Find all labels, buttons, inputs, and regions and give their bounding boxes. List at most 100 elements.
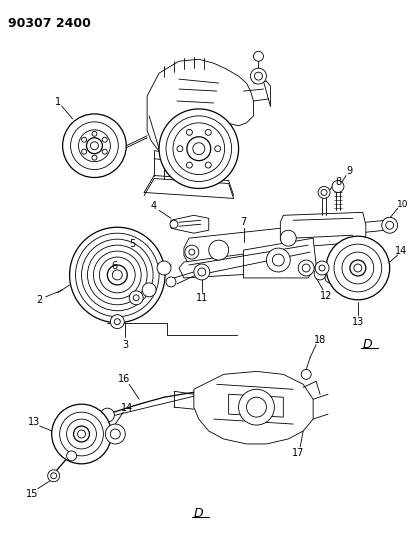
Circle shape (112, 270, 122, 280)
Circle shape (205, 162, 211, 168)
Circle shape (100, 408, 114, 422)
Circle shape (186, 130, 192, 135)
Circle shape (354, 264, 362, 272)
Circle shape (102, 138, 107, 142)
Circle shape (315, 261, 329, 275)
Polygon shape (171, 215, 209, 233)
Circle shape (52, 404, 111, 464)
Circle shape (92, 155, 97, 160)
Circle shape (251, 68, 266, 84)
Text: 14: 14 (395, 246, 407, 256)
Text: 17: 17 (292, 448, 304, 458)
Circle shape (87, 245, 147, 305)
Circle shape (321, 189, 327, 196)
Circle shape (60, 412, 103, 456)
Circle shape (273, 254, 284, 266)
Circle shape (75, 233, 159, 317)
Circle shape (92, 131, 97, 136)
Text: 10: 10 (397, 200, 408, 209)
Circle shape (193, 143, 205, 155)
Text: 14: 14 (121, 403, 133, 413)
Text: D: D (363, 338, 373, 351)
Text: 90307 2400: 90307 2400 (8, 18, 91, 30)
Circle shape (326, 236, 390, 300)
Text: 6: 6 (111, 261, 118, 271)
Circle shape (325, 273, 335, 283)
Circle shape (266, 248, 290, 272)
Circle shape (185, 245, 199, 259)
Text: 11: 11 (196, 293, 208, 303)
Circle shape (48, 470, 60, 482)
Circle shape (314, 268, 326, 280)
Text: D: D (194, 507, 204, 520)
Circle shape (350, 260, 366, 276)
Circle shape (133, 295, 139, 301)
Circle shape (173, 123, 225, 174)
Circle shape (319, 265, 325, 271)
Circle shape (67, 419, 96, 449)
Text: 8: 8 (335, 176, 341, 187)
Circle shape (189, 249, 195, 255)
Circle shape (187, 137, 211, 160)
Circle shape (166, 116, 232, 182)
Circle shape (91, 142, 98, 150)
Text: 15: 15 (26, 489, 38, 499)
Circle shape (73, 426, 89, 442)
Circle shape (71, 122, 118, 169)
Circle shape (105, 424, 125, 444)
Circle shape (70, 227, 165, 322)
Circle shape (170, 220, 178, 228)
Circle shape (209, 240, 228, 260)
Circle shape (318, 187, 330, 198)
Circle shape (298, 260, 314, 276)
Polygon shape (228, 394, 283, 417)
Text: 13: 13 (352, 317, 364, 327)
Circle shape (67, 451, 77, 461)
Circle shape (82, 239, 153, 311)
Text: 9: 9 (347, 166, 353, 175)
Polygon shape (179, 248, 293, 278)
Polygon shape (184, 225, 313, 265)
Circle shape (342, 252, 374, 284)
Circle shape (142, 283, 156, 297)
Text: 1: 1 (55, 97, 61, 107)
Circle shape (166, 277, 176, 287)
Circle shape (280, 230, 296, 246)
Circle shape (129, 291, 143, 305)
Circle shape (100, 257, 135, 293)
Text: 3: 3 (122, 340, 128, 350)
Circle shape (107, 265, 127, 285)
Circle shape (386, 221, 394, 229)
Circle shape (255, 72, 262, 80)
Text: 13: 13 (28, 417, 40, 427)
Circle shape (102, 149, 107, 154)
Text: 16: 16 (118, 374, 131, 384)
Text: 12: 12 (320, 291, 332, 301)
Polygon shape (280, 212, 366, 248)
Circle shape (93, 251, 141, 299)
Circle shape (253, 51, 264, 61)
Polygon shape (147, 59, 253, 159)
Circle shape (86, 138, 102, 154)
Circle shape (332, 181, 344, 192)
Circle shape (78, 130, 110, 161)
Circle shape (51, 473, 57, 479)
Circle shape (302, 264, 310, 272)
Text: 18: 18 (314, 335, 326, 344)
Circle shape (194, 264, 210, 280)
Circle shape (159, 109, 239, 189)
Circle shape (82, 138, 86, 142)
Circle shape (114, 319, 120, 325)
Circle shape (157, 261, 171, 275)
Text: 5: 5 (129, 239, 135, 249)
Circle shape (382, 217, 398, 233)
Circle shape (205, 130, 211, 135)
Circle shape (82, 149, 86, 154)
Circle shape (186, 162, 192, 168)
Circle shape (301, 369, 311, 379)
Circle shape (246, 397, 266, 417)
Text: 7: 7 (240, 217, 247, 227)
Circle shape (110, 314, 124, 329)
Polygon shape (244, 238, 316, 278)
Circle shape (78, 430, 86, 438)
